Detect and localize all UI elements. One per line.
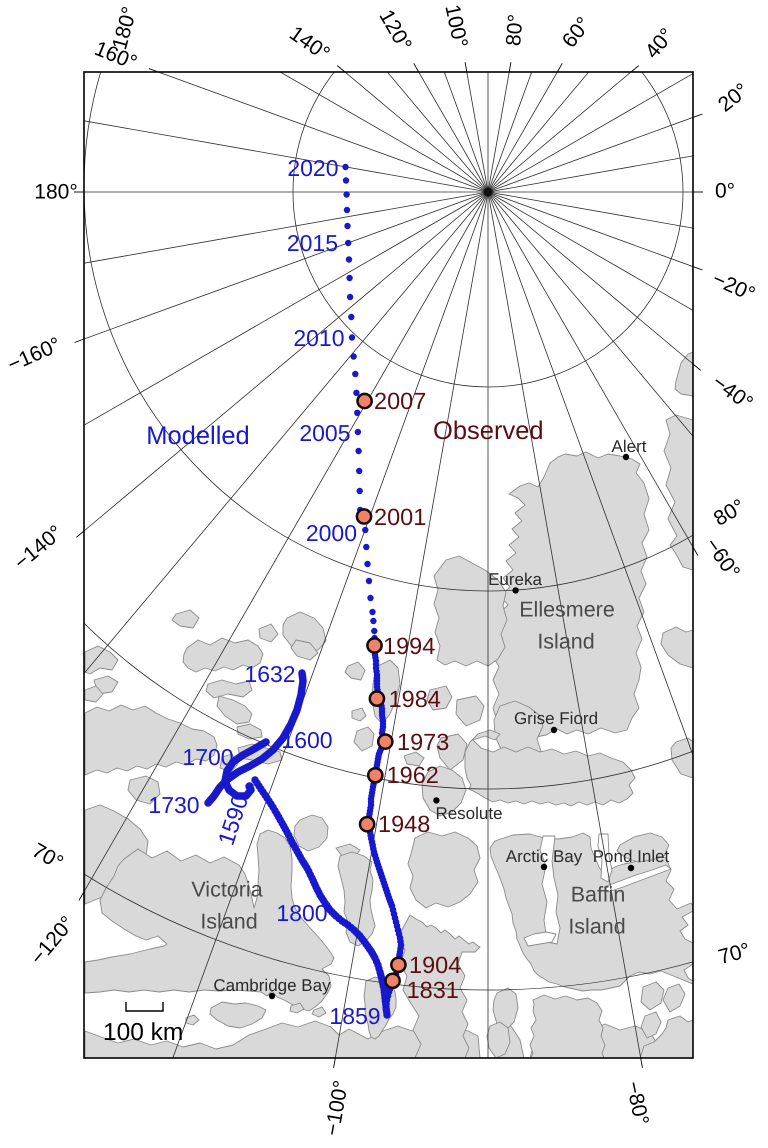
svg-text:2007: 2007 bbox=[374, 388, 426, 414]
svg-text:2001: 2001 bbox=[374, 504, 426, 530]
svg-text:1994: 1994 bbox=[383, 633, 435, 659]
svg-text:180°: 180° bbox=[34, 180, 77, 203]
svg-text:80°: 80° bbox=[502, 13, 528, 47]
svg-text:Island: Island bbox=[200, 910, 257, 934]
svg-text:2005: 2005 bbox=[299, 420, 350, 446]
svg-text:1859: 1859 bbox=[329, 1003, 380, 1029]
svg-text:Baffin: Baffin bbox=[571, 883, 626, 907]
svg-text:2010: 2010 bbox=[293, 325, 344, 351]
svg-text:Island: Island bbox=[568, 915, 625, 939]
svg-text:Victoria: Victoria bbox=[191, 878, 262, 902]
svg-text:2015: 2015 bbox=[287, 230, 338, 256]
svg-text:1600: 1600 bbox=[281, 727, 332, 753]
svg-text:1632: 1632 bbox=[244, 661, 295, 687]
svg-text:0°: 0° bbox=[715, 179, 735, 202]
svg-text:Eureka: Eureka bbox=[488, 570, 542, 589]
svg-text:2000: 2000 bbox=[306, 520, 357, 546]
svg-text:Resolute: Resolute bbox=[435, 804, 502, 823]
svg-text:Alert: Alert bbox=[612, 437, 647, 456]
svg-text:1962: 1962 bbox=[387, 762, 439, 788]
svg-text:1973: 1973 bbox=[397, 729, 449, 755]
svg-text:1831: 1831 bbox=[407, 977, 459, 1003]
svg-text:1904: 1904 bbox=[409, 952, 461, 978]
svg-text:1984: 1984 bbox=[389, 686, 441, 712]
svg-text:1948: 1948 bbox=[378, 811, 430, 837]
svg-text:Pond Inlet: Pond Inlet bbox=[593, 847, 670, 866]
svg-text:Grise Fiord: Grise Fiord bbox=[514, 709, 598, 728]
svg-text:Cambridge Bay: Cambridge Bay bbox=[213, 976, 331, 995]
svg-text:1730: 1730 bbox=[148, 792, 199, 818]
svg-text:100 km: 100 km bbox=[103, 1019, 183, 1046]
svg-text:1800: 1800 bbox=[276, 900, 327, 926]
svg-text:Ellesmere: Ellesmere bbox=[519, 598, 615, 622]
svg-text:1700: 1700 bbox=[182, 744, 233, 770]
svg-text:Arctic Bay: Arctic Bay bbox=[506, 847, 583, 866]
svg-text:Island: Island bbox=[537, 630, 594, 654]
svg-text:Modelled: Modelled bbox=[146, 422, 249, 450]
svg-text:Observed: Observed bbox=[433, 417, 544, 445]
svg-text:2020: 2020 bbox=[287, 155, 338, 181]
